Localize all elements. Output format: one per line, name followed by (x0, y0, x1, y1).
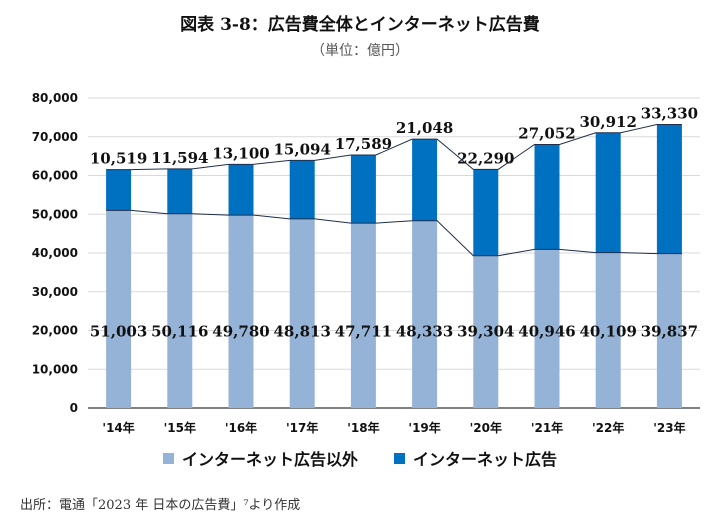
bar-non-internet (167, 213, 193, 408)
bar-non-internet (595, 252, 621, 408)
data-label-non-internet: 39,304 (457, 323, 514, 341)
data-label-internet: 30,912 (579, 113, 636, 131)
y-tick-label: 0 (70, 401, 78, 415)
x-tick-label: '20年 (470, 420, 502, 435)
x-tick-label: '16年 (225, 420, 257, 435)
data-label-internet: 11,594 (151, 149, 208, 167)
data-label-non-internet: 40,946 (518, 323, 575, 341)
bar-internet (350, 154, 376, 224)
chart-legend: インターネット広告以外 インターネット広告 (0, 446, 720, 470)
bar-internet (228, 164, 254, 216)
x-tick-label: '19年 (408, 420, 440, 435)
y-tick-label: 60,000 (32, 169, 78, 183)
bar-internet (534, 144, 560, 250)
bar-non-internet (412, 220, 438, 408)
bar-non-internet (534, 249, 560, 408)
data-label-non-internet: 48,813 (273, 323, 330, 341)
data-label-non-internet: 39,837 (641, 323, 698, 341)
bar-non-internet (473, 255, 499, 408)
x-tick-label: '21年 (531, 420, 563, 435)
data-label-internet: 10,519 (90, 150, 147, 168)
data-label-non-internet: 40,109 (579, 323, 636, 341)
x-tick-label: '14年 (102, 420, 134, 435)
bar-non-internet (228, 215, 254, 408)
bar-non-internet (656, 253, 682, 408)
legend-swatch-non-internet (162, 452, 174, 464)
y-tick-label: 30,000 (32, 285, 78, 299)
data-label-non-internet: 50,116 (151, 323, 208, 341)
bar-internet (473, 169, 499, 256)
data-label-non-internet: 49,780 (212, 323, 269, 341)
trend-line-total (106, 123, 682, 171)
data-label-internet: 22,290 (457, 149, 514, 167)
bar-non-internet (106, 210, 132, 408)
data-label-non-internet: 47,711 (335, 323, 392, 341)
legend-item-internet: インターネット広告 (394, 446, 557, 470)
x-tick-label: '18年 (347, 420, 379, 435)
legend-label-internet: インターネット広告 (413, 450, 558, 469)
y-tick-label: 20,000 (32, 324, 78, 338)
data-label-internet: 33,330 (641, 104, 698, 122)
x-tick-label: '15年 (164, 420, 196, 435)
chart-unit: （単位：億円） (311, 43, 409, 59)
chart-title: 図表 3-8：広告費全体とインターネット広告費 (180, 15, 540, 35)
y-tick-label: 50,000 (32, 207, 78, 221)
data-label-internet: 13,100 (212, 144, 269, 162)
x-tick-label: '23年 (653, 420, 685, 435)
y-tick-label: 70,000 (32, 130, 78, 144)
bar-internet (412, 139, 438, 221)
y-tick-label: 80,000 (32, 91, 78, 105)
legend-item-non-internet: インターネット広告以外 (162, 446, 358, 470)
x-tick-label: '22年 (592, 420, 624, 435)
bar-internet (106, 169, 132, 211)
trend-line-non-internet (106, 209, 682, 257)
source-note: 出所：電通「2023 年 日本の広告費」⁷より作成 (20, 498, 301, 513)
data-label-internet: 17,589 (335, 135, 392, 153)
legend-label-non-internet: インターネット広告以外 (181, 450, 358, 469)
y-tick-label: 10,000 (32, 362, 78, 376)
bar-internet (595, 132, 621, 253)
x-tick-label: '17年 (286, 420, 318, 435)
legend-swatch-internet (394, 452, 405, 464)
bar-non-internet (350, 223, 376, 408)
y-tick-label: 40,000 (32, 246, 78, 260)
data-label-non-internet: 51,003 (90, 323, 147, 341)
data-label-non-internet: 48,333 (396, 323, 453, 341)
bar-internet (289, 160, 315, 219)
bar-non-internet (289, 218, 315, 408)
data-label-internet: 27,052 (518, 125, 575, 143)
data-label-internet: 21,048 (396, 119, 453, 137)
bar-internet (167, 168, 193, 214)
data-label-internet: 15,094 (273, 140, 330, 158)
bar-internet (656, 124, 682, 254)
